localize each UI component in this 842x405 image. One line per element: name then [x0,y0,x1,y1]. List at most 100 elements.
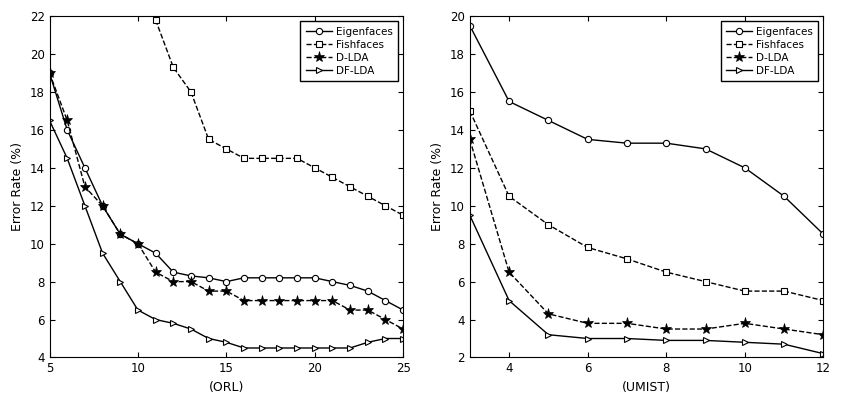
Eigenfaces [204,275,214,280]
Fishfaces [363,194,373,199]
Eigenfaces [779,194,789,199]
D-LDA [381,317,391,322]
DF-LDA [465,213,475,217]
D-LDA [465,137,475,142]
Eigenfaces [328,279,338,284]
D-LDA [345,308,355,313]
Fishfaces [779,289,789,294]
DF-LDA [543,332,553,337]
Eigenfaces [661,141,671,146]
DF-LDA [80,203,90,208]
D-LDA [310,298,320,303]
Eigenfaces [98,203,108,208]
Line: DF-LDA: DF-LDA [46,117,406,351]
D-LDA [701,326,711,331]
Fishfaces [274,156,285,161]
Eigenfaces [62,128,72,132]
Eigenfaces [363,289,373,294]
Fishfaces [701,279,711,284]
D-LDA [98,203,108,208]
DF-LDA [98,251,108,256]
D-LDA [168,279,179,284]
D-LDA [328,298,338,303]
Eigenfaces [133,241,143,246]
Eigenfaces [239,275,249,280]
D-LDA [186,279,196,284]
DF-LDA [204,336,214,341]
D-LDA [80,184,90,189]
DF-LDA [62,156,72,161]
Fishfaces [292,156,302,161]
DF-LDA [328,345,338,350]
D-LDA [504,270,514,275]
D-LDA [622,321,632,326]
Fishfaces [622,256,632,261]
DF-LDA [701,338,711,343]
DF-LDA [45,118,55,123]
Line: Eigenfaces: Eigenfaces [46,70,406,313]
Eigenfaces [186,273,196,278]
DF-LDA [398,336,408,341]
Line: DF-LDA: DF-LDA [466,212,827,357]
Fishfaces [221,147,232,151]
Eigenfaces [151,251,161,256]
Fishfaces [818,298,829,303]
D-LDA [818,332,829,337]
Eigenfaces [583,137,593,142]
DF-LDA [818,351,829,356]
DF-LDA [292,345,302,350]
Line: Eigenfaces: Eigenfaces [466,22,827,237]
D-LDA [740,321,750,326]
D-LDA [133,241,143,246]
Fishfaces [328,175,338,180]
D-LDA [543,311,553,316]
Eigenfaces [504,99,514,104]
DF-LDA [133,308,143,313]
DF-LDA [151,317,161,322]
DF-LDA [583,336,593,341]
Line: Fishfaces: Fishfaces [466,108,827,304]
D-LDA [363,308,373,313]
Fishfaces [398,213,408,217]
Eigenfaces [168,270,179,275]
Eigenfaces [274,275,285,280]
Y-axis label: Error Rate (%): Error Rate (%) [431,142,445,231]
Y-axis label: Error Rate (%): Error Rate (%) [11,142,24,231]
X-axis label: (ORL): (ORL) [209,381,244,394]
Fishfaces [661,270,671,275]
DF-LDA [257,345,267,350]
D-LDA [221,289,232,294]
Eigenfaces [543,118,553,123]
Fishfaces [186,90,196,94]
D-LDA [274,298,285,303]
Eigenfaces [465,23,475,28]
DF-LDA [740,340,750,345]
DF-LDA [363,340,373,345]
Line: Fishfaces: Fishfaces [152,17,406,218]
Eigenfaces [115,232,125,237]
Eigenfaces [257,275,267,280]
DF-LDA [381,336,391,341]
Fishfaces [168,65,179,70]
DF-LDA [115,279,125,284]
D-LDA [292,298,302,303]
Eigenfaces [310,275,320,280]
Fishfaces [465,109,475,113]
DF-LDA [168,321,179,326]
Eigenfaces [45,70,55,75]
Fishfaces [504,194,514,199]
D-LDA [151,270,161,275]
Legend: Eigenfaces, Fishfaces, D-LDA, DF-LDA: Eigenfaces, Fishfaces, D-LDA, DF-LDA [301,21,398,81]
DF-LDA [186,326,196,331]
Fishfaces [381,203,391,208]
DF-LDA [274,345,285,350]
DF-LDA [239,345,249,350]
Fishfaces [310,165,320,170]
DF-LDA [622,336,632,341]
Legend: Eigenfaces, Fishfaces, D-LDA, DF-LDA: Eigenfaces, Fishfaces, D-LDA, DF-LDA [721,21,818,81]
DF-LDA [221,340,232,345]
Eigenfaces [740,165,750,170]
D-LDA [239,298,249,303]
Eigenfaces [818,232,829,237]
D-LDA [115,232,125,237]
